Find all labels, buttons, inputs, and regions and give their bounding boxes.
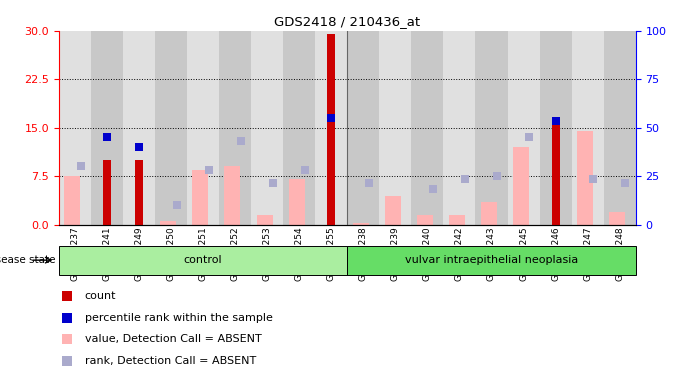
Bar	[283, 31, 315, 225]
Bar	[225, 167, 240, 225]
Bar	[289, 179, 305, 225]
Text: percentile rank within the sample: percentile rank within the sample	[85, 313, 272, 323]
Bar	[379, 31, 411, 225]
Bar	[348, 246, 636, 275]
Text: count: count	[85, 291, 116, 301]
Bar	[64, 176, 80, 225]
Bar	[135, 160, 143, 225]
Bar	[604, 31, 636, 225]
Bar	[540, 31, 571, 225]
Bar	[103, 160, 111, 225]
Bar	[155, 31, 187, 225]
Bar	[411, 31, 444, 225]
Bar	[444, 31, 475, 225]
Bar	[328, 34, 335, 225]
Bar	[59, 246, 347, 275]
Bar	[59, 31, 91, 225]
Bar	[256, 215, 272, 225]
Text: rank, Detection Call = ABSENT: rank, Detection Call = ABSENT	[85, 356, 256, 366]
Bar	[187, 31, 219, 225]
Bar	[449, 215, 465, 225]
Bar	[347, 31, 379, 225]
Bar	[417, 215, 433, 225]
Bar	[551, 118, 560, 225]
Text: control: control	[184, 255, 223, 265]
Bar	[481, 202, 497, 225]
Bar	[91, 31, 123, 225]
Text: vulvar intraepithelial neoplasia: vulvar intraepithelial neoplasia	[405, 255, 578, 265]
Title: GDS2418 / 210436_at: GDS2418 / 210436_at	[274, 15, 420, 28]
Bar	[475, 31, 507, 225]
Bar	[160, 222, 176, 225]
Bar	[192, 170, 209, 225]
Bar	[123, 31, 155, 225]
Text: value, Detection Call = ABSENT: value, Detection Call = ABSENT	[85, 334, 261, 344]
Text: disease state: disease state	[0, 255, 55, 265]
Bar	[507, 31, 540, 225]
Bar	[571, 31, 604, 225]
Bar	[513, 147, 529, 225]
Bar	[219, 31, 251, 225]
Bar	[385, 195, 401, 225]
Bar	[609, 212, 625, 225]
Bar	[577, 131, 593, 225]
Bar	[315, 31, 347, 225]
Bar	[251, 31, 283, 225]
Bar	[352, 223, 369, 225]
